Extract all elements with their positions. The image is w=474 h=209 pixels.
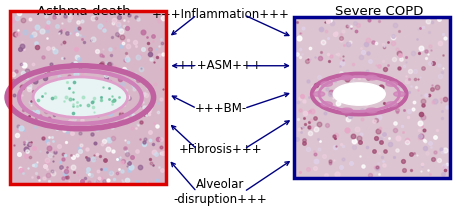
Circle shape <box>366 75 377 80</box>
Text: +++ASM+++: +++ASM+++ <box>178 59 263 72</box>
Circle shape <box>394 92 405 97</box>
Bar <box>294 17 450 177</box>
Bar <box>294 17 450 177</box>
Bar <box>10 11 166 184</box>
Circle shape <box>33 77 128 118</box>
Text: +++Inflammation+++: +++Inflammation+++ <box>152 8 290 22</box>
Circle shape <box>321 82 332 86</box>
Circle shape <box>313 92 325 97</box>
Circle shape <box>366 108 377 113</box>
Circle shape <box>341 108 353 113</box>
Text: Severe COPD: Severe COPD <box>335 5 423 18</box>
Circle shape <box>386 82 397 86</box>
Circle shape <box>386 102 397 107</box>
Circle shape <box>333 83 385 105</box>
Text: +++BM-: +++BM- <box>194 102 246 115</box>
Circle shape <box>341 75 353 80</box>
Bar <box>10 11 166 184</box>
Text: Asthma death: Asthma death <box>36 5 130 18</box>
Text: Alveolar
-disruption+++: Alveolar -disruption+++ <box>173 178 267 206</box>
Text: +Fibrosis+++: +Fibrosis+++ <box>179 143 262 155</box>
Circle shape <box>321 102 332 107</box>
